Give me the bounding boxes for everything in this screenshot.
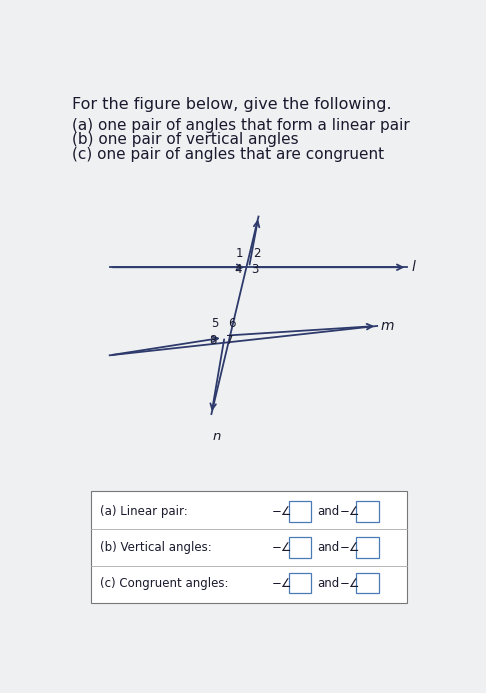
Text: For the figure below, give the following.: For the figure below, give the following… xyxy=(72,96,392,112)
FancyBboxPatch shape xyxy=(356,573,379,593)
Text: 3: 3 xyxy=(251,263,259,277)
Text: and: and xyxy=(317,577,339,590)
Text: (c) one pair of angles that are congruent: (c) one pair of angles that are congruen… xyxy=(72,147,384,161)
Text: 2: 2 xyxy=(253,247,260,261)
FancyBboxPatch shape xyxy=(91,491,407,604)
FancyBboxPatch shape xyxy=(356,502,379,522)
FancyBboxPatch shape xyxy=(289,537,311,558)
Text: −∠: −∠ xyxy=(339,541,360,554)
Text: 4: 4 xyxy=(234,263,242,277)
Text: (b) Vertical angles:: (b) Vertical angles: xyxy=(100,541,212,554)
Text: 5: 5 xyxy=(211,317,219,330)
FancyBboxPatch shape xyxy=(289,502,311,522)
Text: −∠: −∠ xyxy=(272,577,292,590)
Text: and: and xyxy=(317,505,339,518)
Text: (c) Congruent angles:: (c) Congruent angles: xyxy=(100,577,229,590)
Text: (a) Linear pair:: (a) Linear pair: xyxy=(100,505,188,518)
Text: 7: 7 xyxy=(226,335,234,347)
Text: 1: 1 xyxy=(236,247,243,261)
Text: −∠: −∠ xyxy=(272,505,292,518)
Text: −∠: −∠ xyxy=(339,577,360,590)
Text: n: n xyxy=(213,430,221,443)
Text: l: l xyxy=(411,261,415,274)
Text: (b) one pair of vertical angles: (b) one pair of vertical angles xyxy=(72,132,299,147)
Text: −∠: −∠ xyxy=(339,505,360,518)
Text: (a) one pair of angles that form a linear pair: (a) one pair of angles that form a linea… xyxy=(72,118,410,133)
Text: 6: 6 xyxy=(228,317,236,330)
FancyBboxPatch shape xyxy=(289,573,311,593)
Text: and: and xyxy=(317,541,339,554)
Text: m: m xyxy=(381,319,395,333)
FancyBboxPatch shape xyxy=(356,537,379,558)
Text: 8: 8 xyxy=(209,335,217,347)
Text: −∠: −∠ xyxy=(272,541,292,554)
